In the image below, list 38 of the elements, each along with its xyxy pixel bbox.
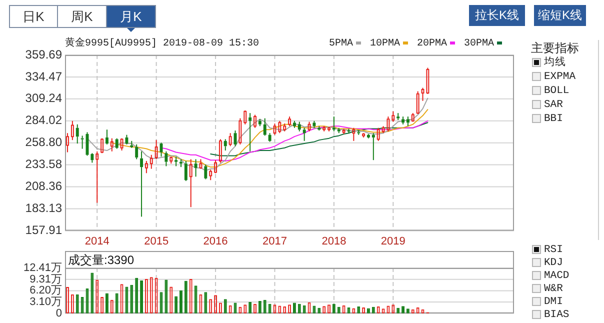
y-tick-label: 9.31万	[30, 273, 62, 286]
y-tick-label: 334.47	[25, 69, 62, 84]
legend-label: 10PMA	[370, 38, 400, 50]
y-tick-label: 309.24	[25, 91, 62, 106]
x-tick-label: 2017	[262, 235, 287, 248]
y-tick-label: 3.10万	[30, 296, 62, 308]
y-tick-label: 12.41万	[23, 262, 62, 274]
y-tick-label: 0	[56, 307, 62, 320]
legend-label: 30PMA	[464, 38, 494, 50]
chart-title: 成交量:3390	[68, 252, 134, 267]
y-tick-label: 157.91	[25, 223, 62, 238]
text: EXPMA	[544, 71, 576, 83]
x-tick-label: 2019	[380, 235, 406, 248]
text: RSI	[544, 244, 563, 256]
text: W&R	[544, 283, 563, 295]
text: 主要指标	[531, 41, 579, 55]
text: MACD	[544, 270, 570, 282]
chart-title: 黄金9995[AU9995] 2019-08-09 15:30	[65, 36, 260, 50]
text: KDJ	[544, 257, 563, 269]
y-tick-label: 258.80	[25, 135, 62, 150]
x-tick-label: 2018	[322, 235, 346, 248]
y-tick-label: 284.02	[25, 113, 62, 128]
text: 均线	[544, 57, 566, 69]
legend-label: 5PMA	[328, 38, 353, 50]
x-tick-label: 2014	[84, 235, 110, 248]
text: BBI	[544, 113, 563, 125]
y-tick-label: 359.69	[25, 47, 62, 62]
x-tick-label: 2016	[203, 235, 228, 248]
y-tick-label: 183.13	[25, 201, 62, 216]
text: DMI	[544, 296, 563, 308]
x-tick-label: 2015	[144, 235, 169, 248]
legend-label: 20PMA	[416, 38, 448, 50]
text: BIAS	[544, 309, 570, 321]
text: SAR	[544, 99, 563, 111]
y-tick-label: 6.20万	[30, 284, 62, 297]
y-tick-label: 208.36	[25, 179, 62, 194]
text: BOLL	[544, 85, 570, 97]
y-tick-label: 233.58	[25, 157, 62, 172]
